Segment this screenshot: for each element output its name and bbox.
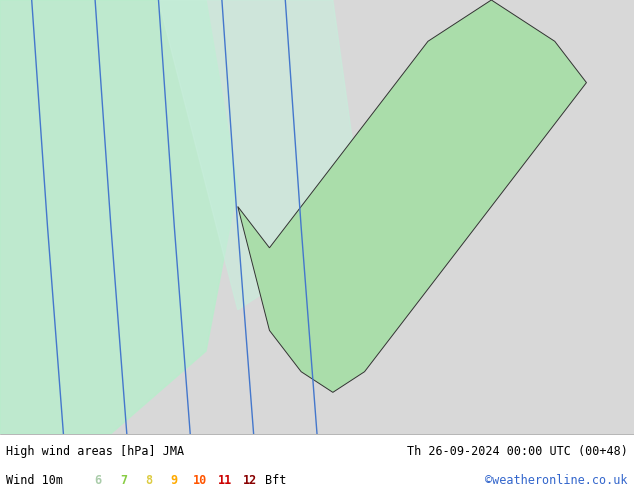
Polygon shape [0,0,238,434]
Text: High wind areas [hPa] JMA: High wind areas [hPa] JMA [6,445,184,458]
Text: 7: 7 [120,474,127,487]
Polygon shape [238,0,586,392]
Text: 9: 9 [171,474,178,487]
Text: 8: 8 [145,474,153,487]
Text: Th 26-09-2024 00:00 UTC (00+48): Th 26-09-2024 00:00 UTC (00+48) [407,445,628,458]
Text: Bft: Bft [265,474,287,487]
Polygon shape [158,0,365,310]
Text: 12: 12 [243,474,257,487]
Text: Wind 10m: Wind 10m [6,474,63,487]
Text: 11: 11 [218,474,232,487]
Text: 6: 6 [94,474,102,487]
Text: 10: 10 [193,474,207,487]
Text: ©weatheronline.co.uk: ©weatheronline.co.uk [485,474,628,487]
